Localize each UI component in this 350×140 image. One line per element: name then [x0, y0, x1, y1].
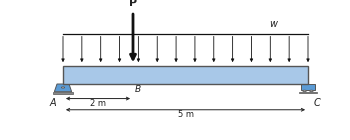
Text: A: A — [49, 98, 56, 108]
Circle shape — [310, 90, 313, 92]
Text: B: B — [135, 85, 141, 94]
Polygon shape — [54, 84, 72, 92]
Bar — [63, 66, 308, 84]
Text: C: C — [313, 98, 320, 108]
Circle shape — [61, 87, 65, 88]
Bar — [52, 92, 74, 94]
Text: 5 m: 5 m — [177, 110, 194, 119]
Text: P: P — [129, 0, 137, 8]
Bar — [299, 92, 317, 93]
Bar — [301, 84, 315, 90]
Text: 2 m: 2 m — [90, 99, 106, 108]
Text: w: w — [269, 19, 277, 29]
Circle shape — [303, 90, 306, 92]
